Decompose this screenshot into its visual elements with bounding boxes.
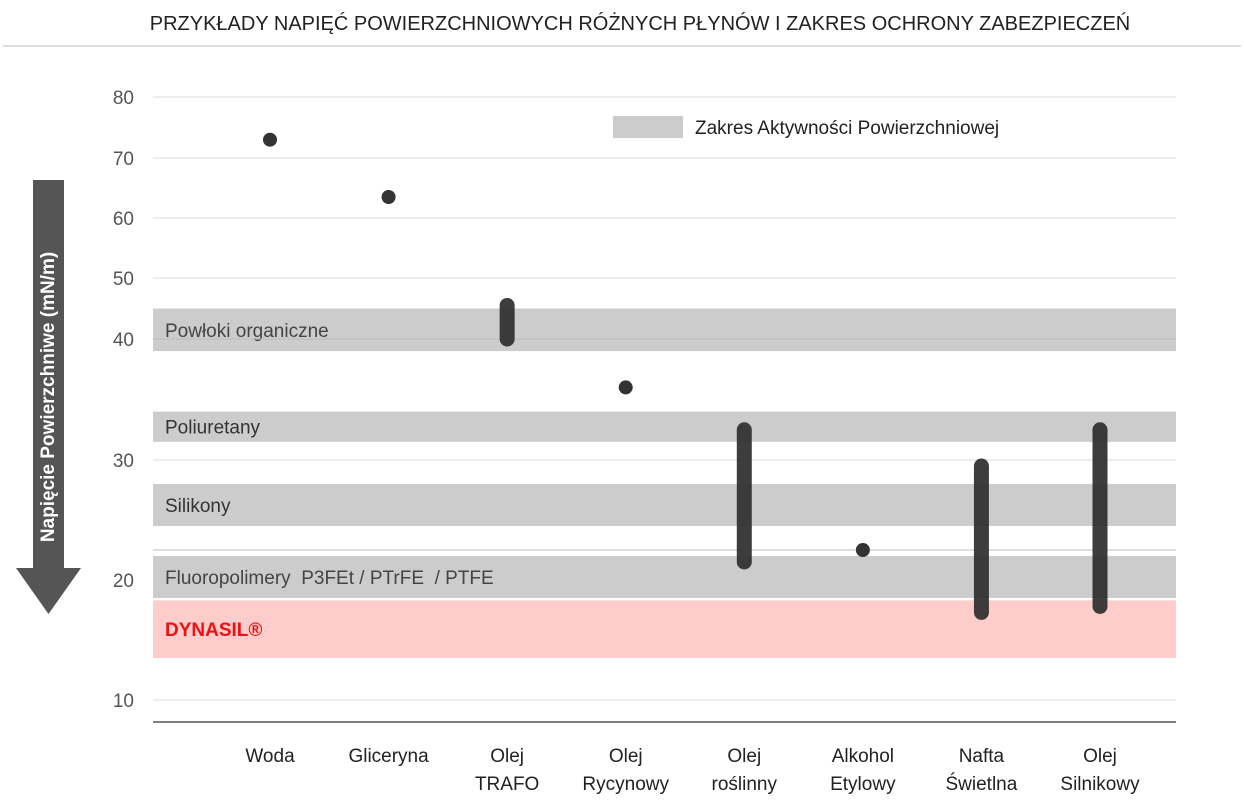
band-label: Silikony: [165, 496, 231, 517]
x-tick-label: Olej: [1083, 746, 1117, 767]
legend: Zakres Aktywności Powierzchniowej: [613, 116, 999, 139]
band-label: Fluoropolimery P3FEt / PTrFE / PTFE: [165, 568, 494, 589]
band-label: Poliuretany: [165, 418, 261, 439]
chart-title: PRZYKŁADY NAPIĘĆ POWIERZCHNIOWYCH RÓŻNYC…: [150, 12, 1131, 35]
band-label: DYNASIL®: [165, 620, 262, 641]
y-tick-labels: 80 70 60 50 40 30 20 10: [113, 88, 134, 712]
x-tick-label: Rycynowy: [582, 774, 669, 795]
x-tick-label: Olej: [490, 746, 524, 767]
y-tick-label: 30: [113, 451, 134, 472]
bands: Powłoki organiczne Poliuretany Silikony Flu…: [153, 308, 1176, 658]
y-tick-label: 50: [113, 269, 134, 290]
x-category-labels: Woda Gliceryna Olej TRAFO Olej Rycynowy Olej ro…: [245, 746, 1140, 795]
y-axis-arrow: Napięcie Powierzchniwe (mN/m): [16, 180, 81, 614]
y-tick-label: 10: [113, 691, 134, 712]
data-point: [263, 132, 277, 147]
data-point: [618, 380, 633, 395]
x-tick-label: Gliceryna: [348, 746, 429, 767]
band: [153, 308, 1176, 352]
y-tick-label: 70: [113, 149, 134, 170]
x-tick-label: Olej: [609, 746, 643, 767]
x-tick-label: Etylowy: [830, 774, 896, 795]
band: [153, 556, 1176, 598]
y-tick-label: 40: [113, 330, 134, 351]
data-point: [855, 543, 870, 557]
down-arrow-icon: [16, 180, 81, 614]
x-tick-label: Olej: [727, 746, 761, 767]
x-tick-label: Alkohol: [832, 746, 894, 767]
x-tick-label: Nafta: [959, 746, 1005, 767]
band-label: Powłoki organiczne: [165, 321, 329, 342]
band: [153, 600, 1176, 658]
x-tick-label: Silnikowy: [1060, 774, 1140, 795]
band: [153, 411, 1176, 442]
x-tick-label: TRAFO: [475, 774, 539, 795]
y-tick-label: 60: [113, 209, 134, 230]
legend-swatch: [613, 116, 683, 138]
legend-label: Zakres Aktywności Powierzchniowej: [695, 118, 999, 139]
x-tick-label: Świetlna: [946, 773, 1018, 795]
x-tick-label: Woda: [245, 746, 295, 767]
y-axis-label: Napięcie Powierzchniwe (mN/m): [38, 252, 59, 542]
y-tick-label: 20: [113, 571, 134, 592]
data-marks: [263, 132, 1108, 620]
x-tick-label: roślinny: [712, 774, 778, 795]
data-point: [381, 190, 396, 204]
y-tick-label: 80: [113, 88, 134, 109]
band: [153, 484, 1176, 526]
